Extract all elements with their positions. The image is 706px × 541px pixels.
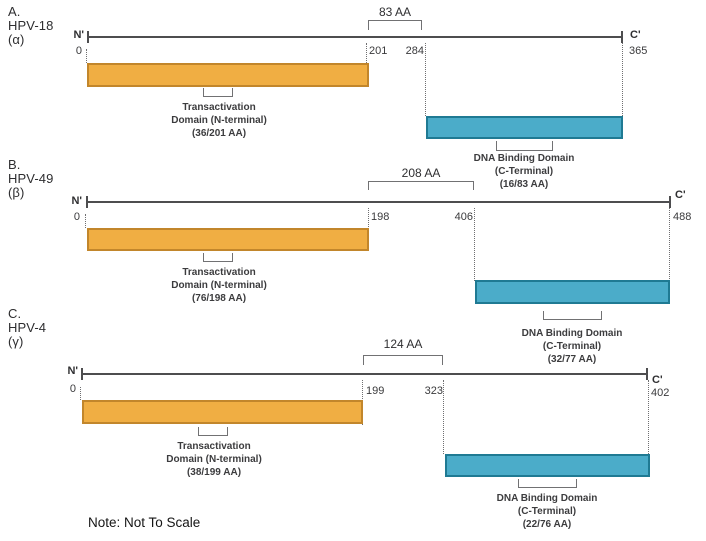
domain-label-line: Transactivation [182, 102, 256, 113]
position-label-td-end: 198 [371, 211, 390, 223]
domain-label-line: (C-Terminal) [542, 341, 602, 352]
dna-binding-domain-label: DNA Binding Domain (C-Terminal) (22/76 A… [467, 492, 627, 531]
domain-label-line: (22/76 AA) [522, 519, 572, 530]
domain-label-line: (76/198 AA) [191, 293, 247, 304]
gap-bracket [368, 181, 474, 190]
position-label-end: 365 [629, 45, 648, 57]
transactivation-domain-label: Transactivation Domain (N-terminal) (36/… [139, 101, 299, 140]
position-label-td-end: 201 [369, 45, 388, 57]
genus-label: (β) [8, 185, 25, 200]
transactivation-domain-bar [87, 228, 369, 251]
position-label-start: 0 [73, 211, 80, 223]
domain-label-line: Domain (N-terminal) [171, 115, 267, 126]
domain-bracket [203, 253, 233, 262]
backbone-tick-left [86, 196, 88, 208]
panel-index-label: B. [8, 157, 21, 172]
c-terminus-label: C' [652, 374, 663, 386]
position-label-start: 0 [69, 383, 76, 395]
domain-bracket [496, 141, 553, 151]
panel-index-label: C. [8, 306, 22, 321]
dotted-leader [425, 43, 426, 116]
domain-bracket [518, 479, 577, 488]
gap-bracket [363, 355, 443, 365]
virus-name: HPV-18 [8, 18, 54, 33]
n-terminus-label: N' [67, 365, 78, 377]
domain-bracket [198, 427, 228, 436]
domain-label-line: (38/199 AA) [186, 467, 242, 478]
domain-label-line: (C-Terminal) [494, 166, 554, 177]
dotted-leader [85, 214, 86, 228]
gap-length-label: 83 AA [378, 5, 412, 19]
domain-label-line: (16/83 AA) [499, 179, 549, 190]
domain-label-line: (32/77 AA) [547, 354, 597, 365]
domain-label-line: (C-Terminal) [517, 506, 577, 517]
dotted-leader [622, 43, 623, 116]
domain-label-line: Transactivation [182, 267, 256, 278]
dotted-leader [474, 208, 475, 281]
dotted-leader [443, 380, 444, 454]
domain-label-line: DNA Binding Domain [521, 328, 623, 339]
position-label-dbd-start: 284 [405, 45, 424, 57]
position-label-td-end: 199 [366, 385, 385, 397]
domain-bracket [543, 311, 602, 320]
panel-b-header: B. HPV-49 (β) [8, 158, 53, 200]
panel-index-label: A. [8, 4, 21, 19]
gap-bracket [368, 20, 422, 30]
gap-length-label: 208 AA [401, 166, 441, 180]
panel-c-header: C. HPV-4 (γ) [8, 307, 46, 349]
position-label-end: 488 [673, 211, 692, 223]
domain-label-line: Domain (N-terminal) [166, 454, 262, 465]
domain-label-line: DNA Binding Domain [496, 493, 598, 504]
dna-binding-domain-label: DNA Binding Domain (C-Terminal) (16/83 A… [444, 152, 604, 191]
domain-label-line: Domain (N-terminal) [171, 280, 267, 291]
position-label-dbd-start: 406 [454, 211, 473, 223]
backbone-tick-right [621, 31, 623, 43]
position-label-start: 0 [75, 45, 82, 57]
virus-name: HPV-4 [8, 320, 47, 335]
transactivation-domain-label: Transactivation Domain (N-terminal) (38/… [134, 440, 294, 479]
domain-label-line: Transactivation [177, 441, 251, 452]
dna-binding-domain-bar [475, 280, 670, 304]
protein-backbone [88, 36, 623, 38]
dna-binding-domain-bar [445, 454, 650, 477]
dotted-leader [648, 380, 649, 454]
n-terminus-label: N' [73, 29, 84, 41]
transactivation-domain-bar [87, 63, 369, 87]
dna-binding-domain-bar [426, 116, 623, 139]
domain-label-line: (36/201 AA) [191, 128, 247, 139]
gap-length-label: 124 AA [383, 337, 423, 351]
panel-a-header: A. HPV-18 (α) [8, 5, 53, 47]
position-label-end: 402 [651, 387, 670, 399]
transactivation-domain-label: Transactivation Domain (N-terminal) (76/… [139, 266, 299, 305]
dotted-leader [669, 208, 670, 281]
virus-name: HPV-49 [8, 171, 54, 186]
domain-bracket [203, 88, 233, 97]
transactivation-domain-bar [82, 400, 363, 424]
backbone-tick-right [646, 368, 648, 380]
c-terminus-label: C' [675, 189, 686, 201]
dotted-leader [80, 387, 81, 400]
protein-backbone [82, 373, 648, 375]
backbone-tick-left [81, 368, 83, 380]
backbone-tick-left [87, 31, 89, 43]
dna-binding-domain-label: DNA Binding Domain (C-Terminal) (32/77 A… [492, 327, 652, 366]
genus-label: (α) [8, 32, 25, 47]
dotted-leader [86, 49, 87, 63]
protein-backbone [87, 201, 671, 203]
genus-label: (γ) [8, 334, 24, 349]
c-terminus-label: C' [630, 29, 641, 41]
n-terminus-label: N' [71, 195, 82, 207]
backbone-tick-right [669, 196, 671, 208]
not-to-scale-note: Note: Not To Scale [88, 515, 201, 530]
position-label-dbd-start: 323 [424, 385, 443, 397]
domain-label-line: DNA Binding Domain [473, 153, 575, 164]
